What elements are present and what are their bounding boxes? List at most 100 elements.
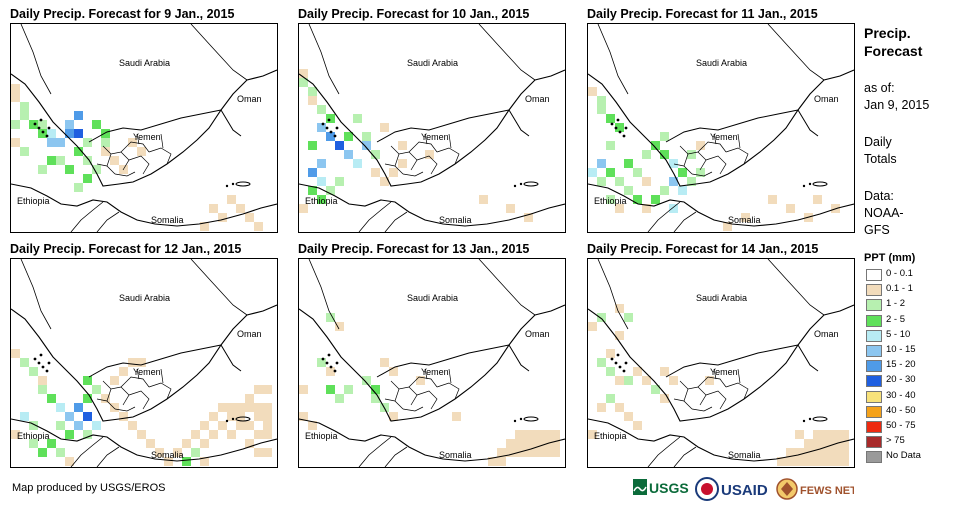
country-label: Somalia [151, 215, 184, 225]
precip-cell [191, 448, 200, 457]
precip-cell [615, 123, 624, 132]
precip-cell [624, 313, 633, 322]
red-sea-island [39, 353, 43, 357]
asof-date: Jan 9, 2015 [864, 98, 930, 112]
precip-cell [353, 114, 362, 123]
precip-cell [29, 367, 38, 376]
governorate-border [679, 380, 707, 406]
precip-cell [245, 439, 254, 448]
precip-cell [696, 141, 705, 150]
map-panel-4: Saudi Arabia Oman Yemen Ethiopia Somalia [10, 258, 278, 468]
governorate-border [691, 406, 713, 412]
red-sea-coast [20, 259, 52, 330]
ethiopia-border [647, 436, 681, 467]
precip-cell [254, 448, 263, 457]
precip-cell [65, 457, 74, 466]
precip-cell [263, 421, 272, 430]
precip-cell [317, 358, 326, 367]
legend-swatch [866, 345, 882, 357]
country-label: Ethiopia [17, 196, 50, 206]
country-label: Ethiopia [305, 196, 338, 206]
precip-cell [678, 186, 687, 195]
precip-cell [56, 403, 65, 412]
governorate-border [128, 390, 150, 410]
precip-cell [74, 111, 83, 120]
coastline [11, 304, 277, 422]
precip-cell [633, 367, 642, 376]
precip-cell [840, 448, 849, 457]
legend-label: 15 - 20 [886, 359, 916, 371]
precip-cell [308, 186, 317, 195]
governorate-border [436, 147, 460, 165]
precip-cell [263, 430, 272, 439]
map-svg-4: Saudi Arabia Oman Yemen Ethiopia Somalia [11, 259, 277, 467]
precip-cell [92, 421, 101, 430]
governorate-border [102, 145, 130, 171]
precip-cell [326, 385, 335, 394]
forecast-title: Precip. Forecast [864, 24, 922, 60]
red-sea-island [610, 122, 614, 126]
country-label: Somalia [728, 450, 761, 460]
governorate-border [402, 171, 424, 177]
precip-cell [326, 132, 335, 141]
usaid-logo: USAID [695, 475, 773, 505]
gulf-coast [190, 259, 248, 316]
precip-cell [74, 129, 83, 138]
red-sea-island [335, 361, 339, 365]
precip-cell [344, 132, 353, 141]
data-source-line2: GFS [864, 223, 890, 237]
map-svg-3: Saudi Arabia Oman Yemen Ethiopia Somalia [588, 24, 854, 232]
precip-cell [660, 186, 669, 195]
precip-cell [317, 105, 326, 114]
horn-coastline [588, 183, 854, 227]
precip-cell [452, 412, 461, 421]
saudi-yemen-border [88, 344, 222, 378]
precip-cell [47, 138, 56, 147]
precip-cell [74, 183, 83, 192]
precip-cell [236, 403, 245, 412]
country-label: Oman [237, 329, 262, 339]
precip-cell [660, 150, 669, 159]
precip-cell [254, 222, 263, 231]
somalia-border [384, 446, 408, 467]
governorate-border [713, 133, 717, 145]
precip-cell [515, 439, 524, 448]
coastline [588, 69, 854, 187]
precip-cell [317, 195, 326, 204]
island-dot [519, 182, 523, 186]
precip-cell [218, 213, 227, 222]
oman-border [220, 344, 242, 372]
country-label: Saudi Arabia [696, 293, 747, 303]
precip-cell [227, 412, 236, 421]
precip-cell [20, 102, 29, 111]
precip-cell [236, 421, 245, 430]
red-sea-island [333, 134, 337, 138]
precip-cell [326, 367, 335, 376]
precip-cell [524, 430, 533, 439]
precip-cell [524, 439, 533, 448]
precip-cell [38, 385, 47, 394]
data-label: Data: [864, 189, 894, 203]
precip-cell [831, 430, 840, 439]
forecast-title-line2: Forecast [864, 43, 923, 59]
precip-cell [299, 204, 308, 213]
precip-cell [840, 457, 849, 466]
governorate-border [102, 380, 130, 406]
red-sea-island [329, 365, 333, 369]
red-sea-island [39, 118, 43, 122]
precip-cell [660, 367, 669, 376]
precip-cell [615, 331, 624, 340]
gulf-coast [767, 259, 825, 316]
red-sea-island [37, 361, 41, 365]
precip-cell [479, 195, 488, 204]
precip-cell [11, 93, 20, 102]
island-dot [519, 417, 523, 421]
red-sea-coast [597, 24, 629, 95]
red-sea-island [327, 118, 331, 122]
precip-cell [38, 165, 47, 174]
country-label: Ethiopia [305, 431, 338, 441]
daily-block: Daily Totals [864, 134, 897, 168]
precip-cell [335, 177, 344, 186]
country-label: Oman [814, 94, 839, 104]
precip-cell [813, 457, 822, 466]
